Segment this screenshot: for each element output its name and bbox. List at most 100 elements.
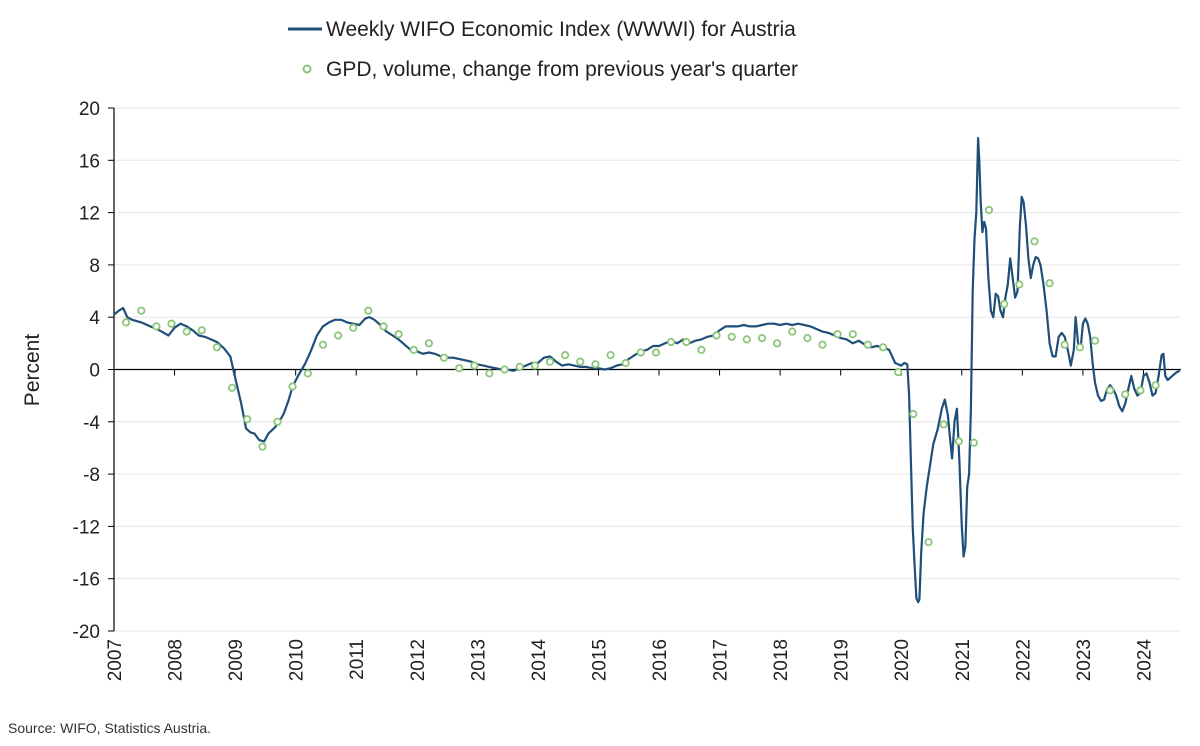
y-tick-label: 12 [79,204,100,225]
y-tick-label: -12 [73,517,100,538]
gdp-point [894,367,903,377]
gdp-point [1106,386,1115,395]
y-tick-label: -4 [83,413,100,434]
gdp-point [788,327,797,336]
gdp-point [984,205,994,215]
gdp-point [1090,336,1100,345]
x-tick-label: 2018 [771,639,792,681]
x-tick-label: 2011 [347,639,368,680]
gdp-point [576,357,585,366]
gdp-point [182,327,191,336]
gdp-point [712,331,721,340]
x-tick-label: 2009 [226,639,247,681]
gdp-point [137,306,146,315]
y-tick-label: 0 [89,361,100,382]
x-tick-label: 2016 [650,639,671,681]
gdp-point [303,369,312,378]
y-tick-label: -8 [83,465,100,486]
x-tick-label: 2021 [953,639,974,681]
gdp-point [818,340,827,349]
gdp-point [772,339,782,348]
gdp-point [803,333,812,343]
gdp-point [1136,386,1145,395]
gdp-point [833,330,842,339]
legend-marker-swatch [302,64,312,74]
x-tick-label: 2022 [1013,639,1034,681]
gdp-point [243,415,252,424]
y-tick-label: 8 [89,256,100,277]
gdp-point [439,353,449,362]
gdp-point [455,364,464,373]
axes [108,107,1181,632]
gdp-point [409,345,418,354]
gdp-point [1151,381,1160,390]
gdp-point [258,442,267,451]
gdp-point [228,383,237,392]
gdp-point [379,322,388,331]
gdp-point [682,337,691,347]
legend: Weekly WIFO Economic Index (WWWI) for Au… [288,18,798,81]
gdp-point [848,330,857,339]
gdp-point [1075,343,1085,352]
gdp-point [1045,279,1054,288]
gdp-point [757,333,767,343]
gdp-point [742,335,751,344]
gdp-point [122,318,131,327]
x-tick-label: 2012 [408,639,429,681]
x-tick-label: 2007 [105,639,126,681]
y-tick-label: 16 [79,151,100,172]
gdp-point [197,326,206,335]
y-tick-label: 20 [79,99,100,120]
legend-label-gdp: GPD, volume, change from previous year's… [326,58,798,81]
gdp-point [470,361,479,370]
gdp-point [591,360,600,369]
series [113,137,1181,604]
gdp-point [606,350,615,360]
wwwi-line [113,137,1181,604]
gdp-point [424,339,433,348]
gdp-point [863,340,873,349]
gdp-point [939,420,948,429]
gdp-point [560,350,570,360]
gdp-point [651,348,661,357]
gdp-point [485,369,494,378]
x-tick-label: 2014 [529,639,550,682]
x-tick-label: 2013 [468,639,489,681]
y-tick-label: -16 [73,570,100,591]
gdp-point [364,306,373,315]
gdp-point [273,417,282,426]
x-tick-label: 2015 [589,639,610,681]
gdp-point [394,330,403,339]
gdp-point [954,437,963,446]
gdp-point [636,348,645,357]
x-tick-label: 2019 [832,639,853,681]
gdp-point [515,362,524,371]
gdp-point [530,361,540,370]
gdp-point [288,382,297,391]
y-tick-label: 4 [89,308,100,329]
gdp-point [1121,390,1130,399]
x-tick-label: 2008 [166,639,187,681]
y-tick-labels: 20 16 12 8 4 0 -4 -8 -12 -16 -20 [73,99,101,643]
gdp-point [318,340,327,349]
gdp-point [1060,340,1069,349]
gdp-point [545,357,555,366]
x-tick-label: 2010 [287,639,308,681]
x-tick-label: 2024 [1134,639,1155,682]
gdp-point [969,438,979,447]
x-tick-labels: 2007 2008 2009 2010 2011 2012 2013 2014 2015 2016… [105,639,1155,682]
gdp-point [621,358,630,368]
legend-label-wwwi: Weekly WIFO Economic Index (WWWI) for Au… [326,18,796,41]
gdp-point [333,331,343,340]
x-tick-label: 2023 [1074,639,1095,681]
gdp-point [152,322,161,331]
source-note: Source: WIFO, Statistics Austria. [8,720,212,736]
gdp-point [909,409,918,419]
y-axis-title: Percent [21,334,44,407]
gdp-point [878,343,888,352]
x-tick-label: 2020 [892,639,913,681]
gdp-point [1000,299,1009,309]
gdp-point [727,332,736,341]
gdp-point [212,343,221,352]
